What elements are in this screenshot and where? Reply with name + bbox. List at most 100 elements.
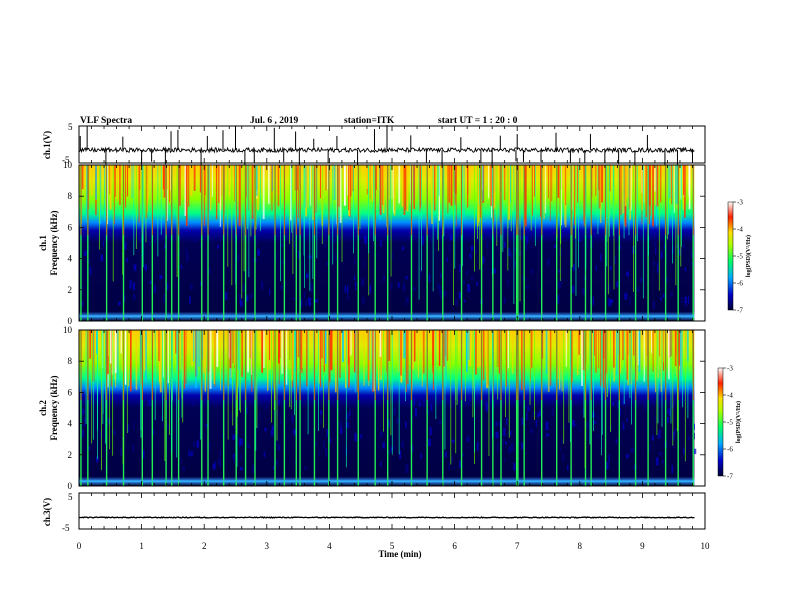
spectral-streak	[578, 330, 580, 355]
background-speckle	[303, 291, 306, 299]
background-speckle	[525, 278, 528, 282]
sferic-core	[665, 165, 667, 236]
spectral-line	[200, 330, 202, 440]
background-speckle	[165, 282, 169, 291]
spectral-line	[280, 165, 281, 282]
background-speckle	[451, 439, 455, 443]
background-speckle	[247, 269, 250, 276]
sferic-core	[523, 165, 525, 236]
x-tick-label: 6	[452, 541, 457, 551]
background-speckle	[182, 466, 186, 471]
spectral-streak	[330, 330, 333, 371]
background-speckle	[437, 283, 440, 290]
spectral-streak	[204, 165, 206, 196]
spectral-streak	[95, 165, 97, 200]
background-speckle	[505, 441, 508, 445]
spectral-streak	[656, 165, 659, 207]
spectral-streak	[347, 330, 350, 365]
spectral-streak	[328, 330, 331, 383]
background-speckle	[188, 452, 191, 457]
background-speckle	[687, 436, 690, 440]
background-speckle	[257, 422, 259, 428]
sferic-line	[80, 165, 82, 321]
background-speckle	[318, 451, 320, 457]
background-speckle	[607, 283, 611, 292]
spectral-line	[247, 165, 248, 230]
background-speckle	[232, 453, 235, 460]
background-speckle	[449, 234, 453, 241]
background-speckle	[421, 236, 424, 245]
sferic-core	[254, 330, 256, 401]
spectral-streak	[482, 330, 485, 381]
sferic-core	[516, 165, 518, 236]
spectral-line	[181, 330, 183, 418]
spectral-streak	[125, 165, 127, 208]
spectral-streak	[195, 330, 197, 377]
background-speckle	[304, 299, 307, 307]
background-speckle	[281, 243, 284, 247]
background-speckle	[305, 273, 309, 279]
sferic-line	[151, 330, 154, 486]
spectral-streak	[109, 330, 112, 364]
background-speckle	[443, 291, 447, 297]
background-speckle	[572, 420, 575, 427]
background-speckle	[383, 275, 385, 282]
background-speckle	[292, 240, 296, 248]
spectral-streak	[215, 165, 218, 220]
spectral-streak	[190, 165, 193, 197]
spectral-line	[600, 330, 602, 456]
spectral-line	[606, 165, 608, 267]
background-speckle	[510, 443, 514, 451]
background-speckle	[586, 420, 589, 430]
sferic-line	[515, 165, 518, 321]
spectral-streak	[482, 165, 484, 201]
spectral-streak	[237, 330, 239, 371]
spectral-streak	[674, 165, 676, 203]
ch1-frequency-label: Frequency (kHz)	[49, 210, 59, 275]
spectral-line	[312, 165, 314, 279]
spectral-streak	[315, 165, 318, 213]
sferic-core	[442, 330, 444, 401]
spectral-streak	[547, 165, 549, 199]
sferic-core	[426, 165, 428, 236]
spectral-line	[162, 330, 163, 422]
spectral-line	[91, 330, 93, 444]
spectral-line	[513, 165, 515, 305]
sferic-line	[328, 330, 330, 486]
spectral-streak	[145, 330, 147, 383]
x-axis-label: Time (min)	[378, 549, 421, 559]
spectral-streak	[389, 165, 391, 200]
spectral-streak	[185, 165, 188, 226]
spectral-streak	[444, 330, 447, 356]
spectral-streak	[389, 165, 392, 210]
spectral-line	[672, 165, 673, 264]
sferic-core	[517, 330, 519, 401]
spectral-streak	[130, 330, 132, 392]
spectral-streak	[602, 330, 605, 359]
spectral-line	[227, 165, 229, 267]
sferic-line	[80, 330, 82, 486]
background-speckle	[556, 281, 560, 289]
spectral-line	[102, 330, 104, 414]
spectral-streak	[307, 165, 309, 208]
spectral-streak	[234, 330, 236, 365]
background-speckle	[95, 456, 99, 463]
spectral-line	[444, 330, 446, 450]
sferic-line	[151, 165, 154, 321]
spectral-streak	[167, 330, 169, 384]
spectral-line	[292, 165, 294, 275]
spectral-streak	[507, 330, 510, 369]
spectral-streak	[107, 330, 110, 357]
sferic-core	[142, 330, 143, 401]
spectral-streak	[80, 330, 83, 367]
sferic-line	[540, 165, 543, 321]
sferic-core	[492, 330, 494, 401]
background-speckle	[217, 458, 221, 465]
spectral-line	[176, 165, 178, 277]
background-speckle	[477, 236, 480, 244]
ch2-spectrogram-ticks	[78, 329, 706, 487]
spectral-streak	[403, 330, 406, 359]
sferic-line	[523, 165, 525, 321]
background-speckle	[467, 284, 471, 293]
background-speckle	[196, 440, 199, 448]
